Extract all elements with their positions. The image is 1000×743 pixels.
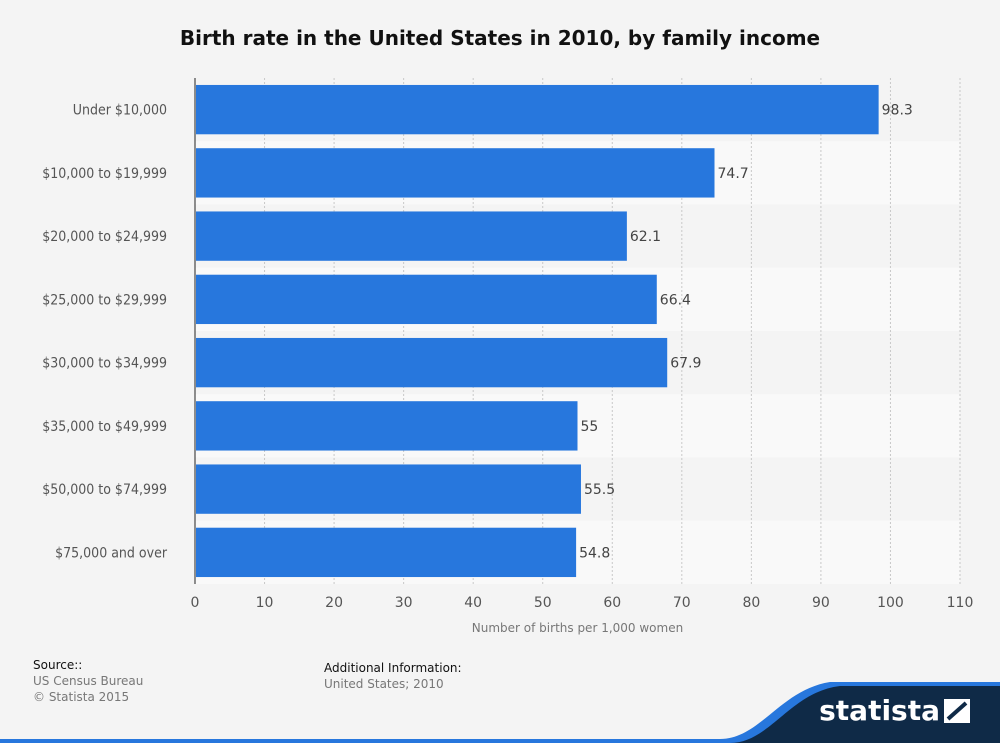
value-label: 54.8 [579,545,610,561]
x-tick-label: 80 [742,595,760,611]
statista-logo-icon [944,699,970,723]
category-label: $10,000 to $19,999 [42,166,167,182]
source-heading: Source:: [33,658,83,672]
x-tick-label: 90 [812,595,830,611]
category-label: Under $10,000 [73,103,167,119]
value-label: 66.4 [660,292,691,308]
source-line-1: US Census Bureau [33,674,144,688]
x-axis-label: Number of births per 1,000 women [472,621,683,635]
footer-swoosh [0,682,1000,743]
value-label: 67.9 [670,356,701,372]
x-tick-label: 100 [877,595,904,611]
bar [196,401,578,451]
bar [196,274,657,325]
x-tick-label: 50 [534,595,552,611]
x-tick-label: 10 [256,595,274,611]
source-block: Source:: US Census Bureau © Statista 201… [33,657,143,705]
category-label: $50,000 to $74,999 [42,482,167,498]
statista-logo-text: statista [819,694,940,727]
bar [196,337,668,388]
bar [196,211,627,261]
footer-swoosh-dark [0,686,1000,743]
x-tick-label: 0 [191,595,200,611]
category-label: $25,000 to $29,999 [42,292,167,308]
bar [196,148,715,198]
x-tick-label: 70 [673,595,691,611]
category-label: $30,000 to $34,999 [42,356,167,372]
category-label: $35,000 to $49,999 [42,419,167,435]
value-label: 55 [581,419,599,435]
source-line-2: © Statista 2015 [33,690,130,704]
bar [196,464,581,514]
additional-info-text: United States; 2010 [324,677,444,691]
additional-info-block: Additional Information: United States; 2… [324,660,462,692]
x-tick-label: 40 [464,595,482,611]
x-tick-label: 20 [325,595,343,611]
value-label: 74.7 [718,166,749,182]
additional-info-heading: Additional Information: [324,661,462,675]
category-label: $75,000 and over [55,545,168,561]
chart-title: Birth rate in the United States in 2010,… [179,26,821,50]
value-label: 98.3 [882,103,913,119]
bar [196,84,879,135]
value-label: 55.5 [584,482,615,498]
x-tick-label: 60 [603,595,621,611]
bar [196,527,577,578]
value-label: 62.1 [630,229,661,245]
x-tick-label: 30 [395,595,413,611]
category-label: $20,000 to $24,999 [42,229,167,245]
x-tick-label: 110 [947,595,974,611]
